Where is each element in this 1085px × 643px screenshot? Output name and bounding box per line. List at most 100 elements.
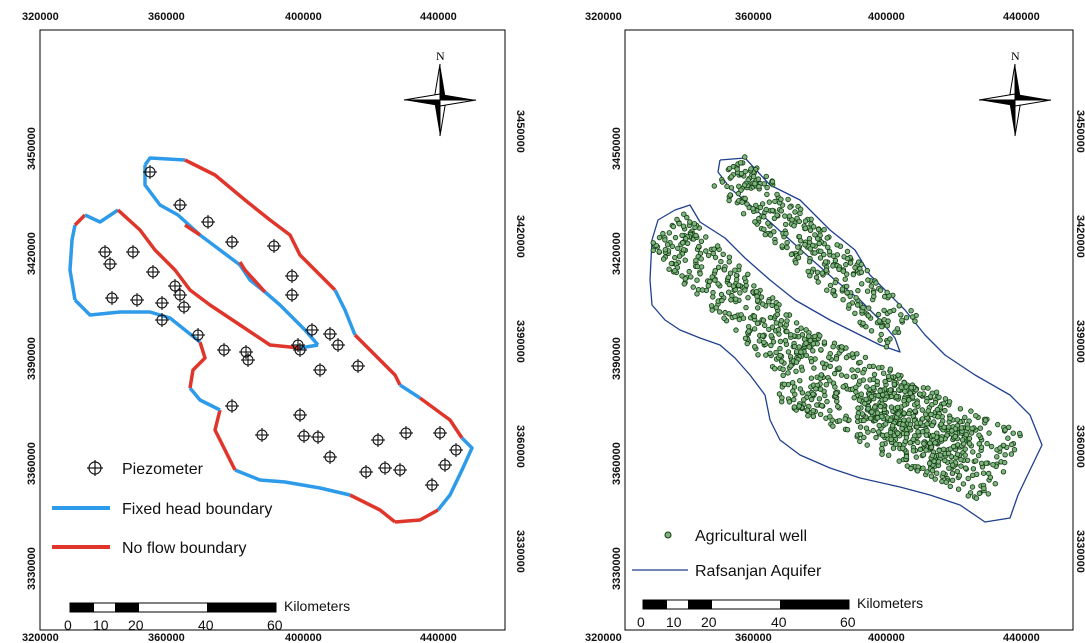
well-point [767,350,773,356]
well-point [780,366,786,372]
well-point [799,367,805,373]
well-point [935,459,942,465]
well-point [840,384,846,390]
well-point [832,292,838,299]
well-point [751,313,758,319]
well-point [822,259,829,265]
right-top-xtick: 320000 [585,11,622,23]
well-point [881,293,888,300]
well-point [696,243,702,250]
well-point [672,234,679,241]
well-point [887,417,894,423]
piezometer-icon [323,450,337,464]
scale-label: 40 [198,617,214,633]
well-point [833,356,840,362]
well-point [840,297,846,303]
piezometer-icon [105,291,119,305]
left-ytick: 3450000 [26,127,38,170]
well-point [705,283,711,289]
well-point [875,429,882,435]
well-point [774,191,780,198]
well-point [776,391,783,397]
well-point [863,396,869,402]
well-point [729,292,735,299]
left-right-ytick: 3450000 [514,110,526,153]
well-point [917,391,923,397]
well-point [745,295,751,301]
well-point [736,263,742,269]
well-point [806,259,813,265]
well-point [875,365,882,371]
well-point [920,465,926,471]
agricultural-wells [650,154,1023,501]
no-flow-boundary [238,261,267,294]
piezometer-icon [146,265,160,279]
fixed-head-boundary [68,224,77,301]
well-point [717,309,723,315]
well-point [892,329,898,335]
well-point [767,232,774,238]
well-point [779,395,785,401]
well-point [946,399,953,405]
well-point [774,212,780,218]
well-point [775,326,782,333]
well-point [901,402,908,408]
well-point [718,291,725,298]
well-point [907,390,913,396]
well-point [725,274,732,281]
well-point [660,256,667,262]
legend-no-flow-label: No flow boundary [122,540,247,557]
well-point [941,401,947,407]
right-map-frame [624,29,1074,631]
well-point [823,382,829,388]
well-point [765,220,771,226]
right-top-xtick: 360000 [735,11,772,23]
well-point [752,219,758,225]
well-point [782,213,788,219]
well-point [832,257,839,264]
well-point [868,393,875,400]
well-point [844,283,850,290]
well-point [969,425,975,432]
well-point [753,288,760,295]
well-point [946,465,952,471]
piezometer-icon [155,313,169,327]
well-point [793,260,799,266]
well-point [764,184,770,191]
well-point [694,277,700,283]
piezometer-icon [438,458,452,472]
well-point [847,293,853,299]
well-point [879,324,885,330]
right-right-ytick: 3420000 [1074,215,1085,258]
well-point [713,305,719,311]
well-point [791,222,797,229]
well-point [773,304,780,311]
well-point [885,318,891,324]
well-point [744,340,750,347]
well-point [895,430,901,436]
well-point [730,283,737,289]
well-point [710,250,716,257]
well-point [786,399,793,405]
well-point [962,414,968,421]
well-point [861,434,867,441]
legend-aquifer-label: Rafsanjan Aquifer [695,563,822,580]
well-point [757,204,764,211]
well-point [942,407,948,414]
piezometer-icon [359,465,373,479]
well-point [761,226,767,232]
fixed-head-boundary [299,343,319,350]
well-point [784,239,790,246]
well-point [768,333,774,339]
well-point [1009,441,1015,448]
well-point [855,367,861,373]
well-point [827,282,834,289]
piezometer-icon [311,430,325,444]
well-point [821,339,828,345]
well-point [865,277,871,283]
well-point [787,204,793,210]
well-point [794,327,800,334]
boundary-lines [68,156,474,524]
well-point [853,384,859,390]
well-point [813,386,819,392]
